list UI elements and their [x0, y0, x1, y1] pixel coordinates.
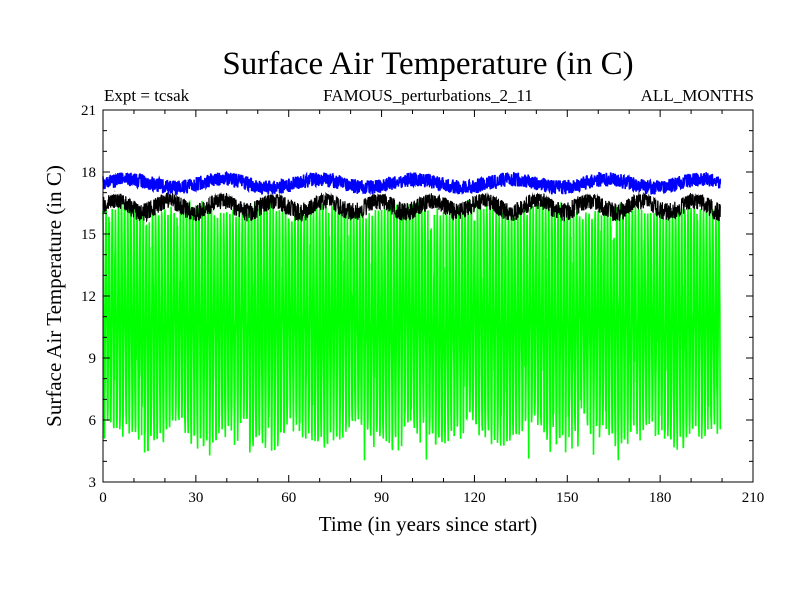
- x-tick-label: 0: [99, 490, 107, 506]
- y-tick-label: 3: [89, 475, 97, 491]
- black-series-line: [102, 189, 721, 223]
- y-tick-label: 12: [81, 289, 96, 305]
- months-label: ALL_MONTHS: [641, 86, 754, 105]
- y-tick-label: 15: [81, 227, 96, 243]
- x-axis-label: Time (in years since start): [319, 512, 538, 536]
- white-series-line: [102, 186, 721, 203]
- chart-title: Surface Air Temperature (in C): [222, 46, 633, 82]
- axes: 0 30 60 90 120 150 180 210 3 6 9 12 15 18 21: [81, 103, 764, 506]
- y-tick-label: 21: [81, 103, 96, 119]
- plot-data: [102, 170, 722, 461]
- x-tick-label: 210: [742, 490, 765, 506]
- blue-series-line: [102, 170, 722, 196]
- x-tick-label: 60: [281, 490, 296, 506]
- y-axis-label: Surface Air Temperature (in C): [42, 165, 66, 427]
- x-tick-label: 90: [374, 490, 389, 506]
- y-tick-label: 18: [81, 165, 96, 181]
- x-tick-label: 180: [649, 490, 672, 506]
- y-tick-label: 6: [89, 413, 97, 429]
- perturbation-label: FAMOUS_perturbations_2_11: [323, 86, 533, 105]
- x-tick-label: 30: [188, 490, 203, 506]
- experiment-label: Expt = tcsak: [104, 86, 190, 105]
- x-tick-label: 150: [556, 490, 579, 506]
- x-tick-label: 120: [463, 490, 486, 506]
- y-tick-label: 9: [89, 351, 97, 367]
- green-series-line: [102, 197, 722, 461]
